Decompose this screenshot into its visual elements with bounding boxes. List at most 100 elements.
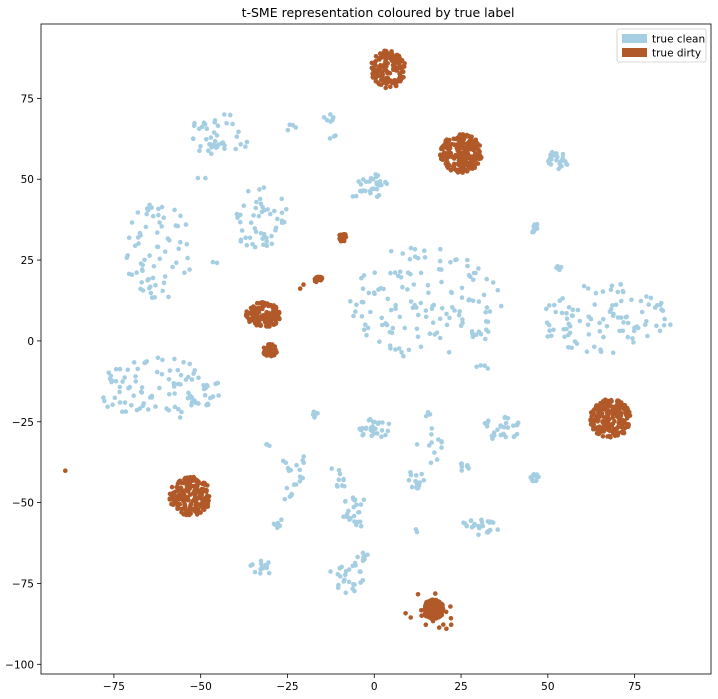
scatter-point [138, 233, 143, 238]
scatter-point [248, 311, 254, 317]
scatter-point [453, 152, 458, 158]
scatter-point [484, 305, 490, 310]
scatter-point [501, 432, 507, 438]
scatter-point [595, 417, 601, 422]
y-tick-label: −100 [5, 659, 34, 671]
scatter-point [413, 527, 419, 532]
scatter-point [437, 258, 443, 264]
scatter-point [294, 462, 299, 468]
scatter-point [148, 290, 154, 296]
scatter-point [572, 339, 578, 344]
scatter-point [184, 495, 190, 500]
scatter-point [335, 572, 341, 577]
scatter-point [434, 457, 440, 462]
scatter-point [457, 309, 463, 314]
scatter-point [353, 563, 358, 568]
scatter-point [184, 484, 190, 489]
scatter-point [257, 317, 263, 322]
scatter-point [214, 133, 220, 138]
scatter-point [422, 255, 428, 260]
scatter-point [601, 334, 606, 340]
scatter-point [373, 72, 378, 78]
scatter-point [126, 235, 132, 241]
scatter-point [151, 264, 157, 269]
scatter-point [258, 571, 263, 576]
scatter-point [408, 299, 414, 304]
scatter-point [208, 135, 214, 140]
scatter-point [624, 412, 629, 418]
scatter-point [202, 488, 207, 494]
scatter-point [392, 66, 397, 72]
scatter-point [361, 327, 367, 333]
scatter-point [564, 162, 570, 167]
scatter-point [162, 274, 168, 279]
scatter-point [418, 300, 424, 306]
scatter-point [132, 243, 138, 248]
scatter-point [149, 205, 154, 210]
scatter-point [268, 211, 273, 217]
scatter-point [265, 207, 271, 212]
scatter-point [448, 616, 454, 621]
scatter-point [171, 384, 177, 389]
scatter-point [336, 467, 342, 473]
scatter-point [418, 344, 424, 350]
scatter-point [459, 464, 465, 470]
scatter-point [178, 372, 184, 378]
scatter-point [373, 58, 379, 64]
scatter-point [466, 152, 471, 158]
scatter-point [459, 295, 465, 300]
scatter-point [487, 520, 492, 525]
scatter-point [360, 299, 366, 305]
scatter-point [551, 327, 556, 333]
scatter-point [600, 316, 606, 322]
scatter-point [544, 320, 550, 326]
scatter-point [490, 436, 495, 442]
scatter-point [530, 229, 535, 235]
scatter-point [553, 309, 558, 315]
scatter-point [142, 257, 147, 263]
scatter-point [161, 280, 167, 286]
scatter-point [374, 186, 380, 192]
scatter-point [379, 434, 384, 440]
scatter-point [559, 158, 565, 163]
scatter-point [170, 502, 176, 508]
scatter-point [369, 433, 375, 439]
scatter-point [485, 530, 491, 535]
scatter-point [344, 512, 350, 517]
scatter-point [365, 552, 370, 558]
scatter-point [201, 386, 207, 392]
scatter-point [157, 385, 162, 391]
scatter-point [610, 429, 616, 434]
scatter-point [439, 306, 445, 311]
scatter-point [176, 497, 182, 502]
scatter-point [566, 332, 571, 338]
scatter-point [162, 249, 168, 254]
scatter-point [364, 332, 369, 338]
scatter-point [112, 395, 118, 401]
scatter-point [174, 484, 180, 490]
scatter-point [427, 605, 433, 610]
scatter-point [187, 507, 193, 513]
scatter-point [222, 143, 227, 148]
scatter-point [190, 136, 196, 142]
scatter-point [585, 322, 591, 328]
scatter-point [609, 283, 615, 289]
scatter-point [270, 348, 276, 353]
scatter-point [606, 402, 611, 408]
scatter-point [615, 289, 621, 295]
scatter-point [409, 484, 415, 490]
scatter-point [432, 450, 437, 455]
scatter-point [434, 605, 439, 610]
scatter-point [179, 490, 185, 495]
scatter-point [312, 414, 317, 419]
scatter-point [474, 144, 480, 149]
scatter-point [437, 335, 443, 341]
scatter-point [152, 295, 157, 300]
scatter-point [183, 488, 188, 493]
scatter-point [408, 245, 414, 251]
scatter-point [117, 400, 123, 405]
scatter-point [590, 419, 596, 425]
scatter-point [252, 569, 258, 575]
scatter-point [173, 223, 179, 228]
scatter-point [155, 355, 161, 361]
